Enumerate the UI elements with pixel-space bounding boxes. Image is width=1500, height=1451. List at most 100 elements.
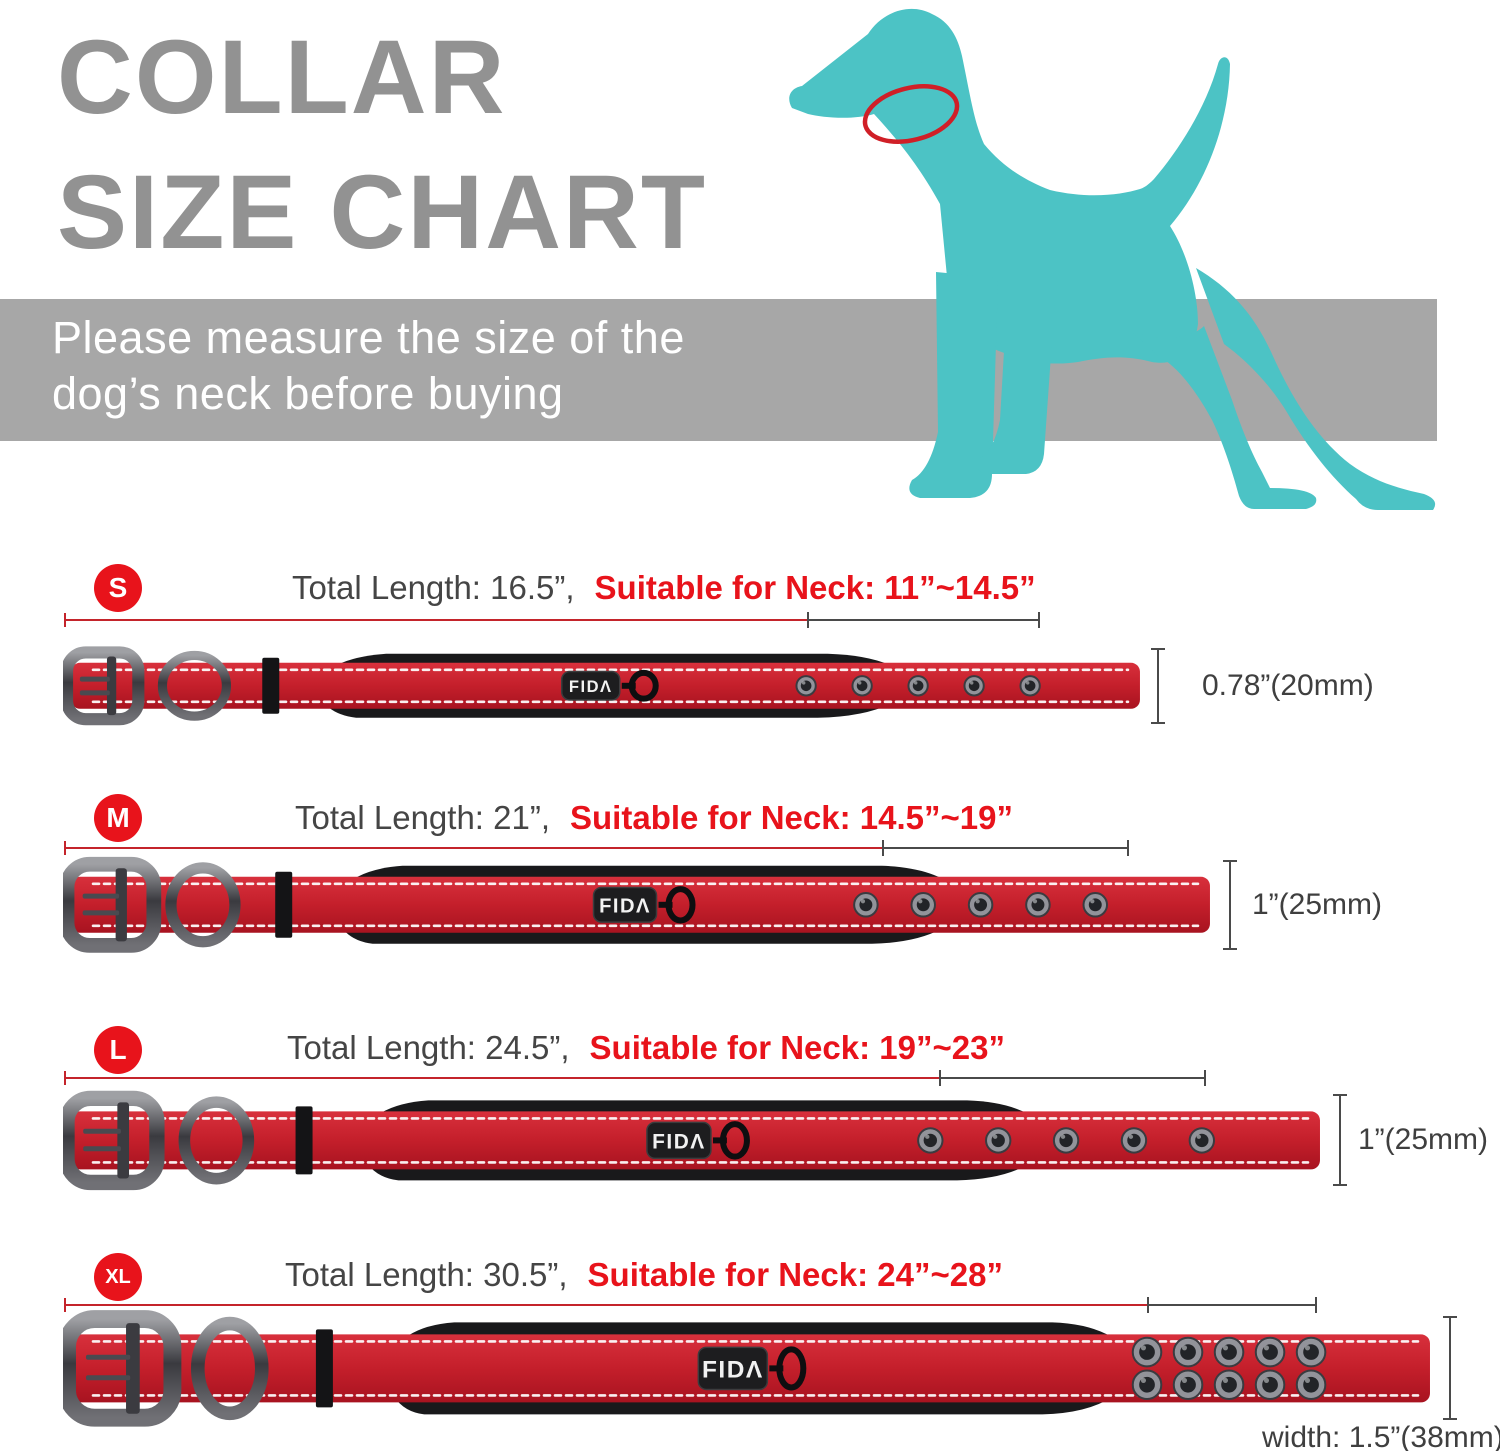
collar-eyelet-highlight [1304, 1377, 1311, 1383]
collar-eyelet-highlight [801, 681, 806, 685]
collar-eyelet-highlight [1060, 1134, 1066, 1139]
collar-eyelet-highlight [913, 681, 918, 685]
neck-range-label: Suitable for Neck: 24”~28” [587, 1256, 1003, 1293]
neck-range-label: Suitable for Neck: 19”~23” [589, 1029, 1005, 1066]
collar-buckle-bar [126, 1322, 140, 1414]
width-bracket [1333, 1094, 1347, 1186]
tag-ring-link [658, 901, 673, 908]
length-measure-line [64, 612, 1040, 628]
width-value-label: width: 1.5”(38mm) [1262, 1421, 1500, 1451]
collar-eyelet-highlight [1032, 899, 1038, 904]
collar-eyelet-highlight [1222, 1344, 1229, 1350]
collar-eyelet-highlight [1181, 1344, 1188, 1350]
fida-tag-text: FIDΛ [702, 1356, 764, 1383]
collar-buckle-bar [106, 656, 117, 716]
collar-d-ring [190, 1316, 269, 1420]
width-bracket [1443, 1316, 1457, 1420]
collar-buckle-prong-bottom [85, 1374, 131, 1380]
fida-tag-text: FIDΛ [652, 1130, 705, 1153]
dog-hind-leg-far [1196, 268, 1436, 510]
collar-eyelet-highlight [1196, 1134, 1201, 1139]
collar-eyelet-highlight [1263, 1344, 1270, 1350]
dog-silhouette [789, 8, 1436, 510]
collar-eyelet-highlight [975, 899, 980, 904]
length-measure-line [64, 840, 1129, 856]
fida-tag [646, 1121, 712, 1159]
fida-tag [560, 670, 621, 701]
dog-hind-leg-near [1132, 326, 1317, 509]
collar-d-ring [165, 862, 241, 948]
collar-photo: FIDΛ [63, 1309, 1430, 1427]
width-value-label: 0.78”(20mm) [1202, 669, 1374, 702]
fida-tag [592, 886, 658, 924]
tag-d-ring [665, 886, 696, 924]
dog-collar-outline [862, 84, 960, 144]
neck-range-label: Suitable for Neck: 14.5”~19” [570, 799, 1013, 836]
collar-eyelet-highlight [860, 899, 866, 904]
collar-eyelet-highlight [1263, 1377, 1270, 1383]
total-length-label: Total Length: 16.5”, [292, 569, 575, 606]
collar-buckle-bar [115, 868, 127, 942]
collar-eyelet-highlight [1140, 1344, 1147, 1350]
collar-buckle-bar [117, 1101, 130, 1179]
width-bracket [1223, 860, 1237, 950]
collar-eyelet-highlight [1025, 681, 1030, 685]
total-length-label: Total Length: 21”, [295, 799, 551, 836]
size-badge: XL [94, 1253, 142, 1301]
collar-eyelet-highlight [1222, 1377, 1229, 1383]
collar-keeper [262, 657, 280, 714]
measure-note-text: Please measure the size of the dog’s nec… [52, 310, 685, 422]
size-badge-letter: M [106, 802, 130, 833]
tag-d-ring [776, 1345, 807, 1391]
collar-eyelet-highlight [925, 1134, 930, 1139]
size-badge-letter: XL [105, 1265, 131, 1288]
fida-tag-text: FIDΛ [599, 896, 651, 918]
collar-photo: FIDΛ [63, 857, 1210, 953]
collar-eyelet-highlight [918, 899, 923, 904]
size-row-labels: Total Length: 21”, Suitable for Neck: 14.… [295, 799, 1013, 837]
collar-buckle-prong-bottom [79, 690, 110, 696]
collar-photo: FIDΛ [63, 1090, 1320, 1190]
size-badge: S [94, 564, 142, 612]
dog-body-shapes [789, 8, 1436, 510]
size-badge: L [94, 1026, 142, 1074]
dog-body [789, 8, 1230, 364]
collar-buckle-frame [63, 1309, 182, 1427]
collar-d-ring [157, 651, 232, 721]
collar-buckle-prong-top [82, 893, 120, 899]
measure-note-line1: Please measure the size of the [52, 312, 685, 363]
measure-note-line2: dog’s neck before buying [52, 368, 564, 419]
collar-photo: FIDΛ [63, 646, 1140, 726]
collar-buckle-prong-bottom [82, 910, 120, 916]
collar-eyelet-highlight [857, 681, 862, 685]
collar-keeper [275, 871, 293, 938]
size-badge: M [94, 794, 142, 842]
dog-front-leg-far [977, 282, 1056, 474]
total-length-label: Total Length: 24.5”, [287, 1029, 570, 1066]
page-title-line2: SIZE CHART [57, 154, 707, 271]
collar-buckle-frame [63, 1090, 165, 1190]
collar-eyelet-highlight [992, 1134, 998, 1139]
collar-buckle-prong-top [79, 676, 110, 682]
collar-buckle-frame [63, 857, 162, 953]
collar-buckle-frame [63, 646, 145, 726]
length-measure-line [64, 1297, 1317, 1313]
page-title: COLLAR SIZE CHART [57, 10, 707, 280]
collar-eyelet-highlight [1090, 899, 1095, 904]
page-title-line1: COLLAR [57, 19, 507, 136]
collar-eyelet-highlight [969, 681, 974, 685]
collar-eyelet-highlight [1181, 1377, 1188, 1383]
collar-d-ring [178, 1095, 255, 1185]
width-value-label: 1”(25mm) [1252, 888, 1383, 921]
width-value-label: 1”(25mm) [1358, 1123, 1489, 1156]
fida-tag-text: FIDΛ [569, 677, 613, 696]
size-badge-letter: L [109, 1034, 127, 1065]
width-bracket [1151, 648, 1165, 724]
collar-eyelet-highlight [1140, 1377, 1147, 1383]
tag-d-ring [719, 1120, 750, 1160]
fida-tag [697, 1346, 769, 1390]
dog-front-leg-near [909, 272, 998, 498]
dog-ear [921, 16, 965, 142]
total-length-label: Total Length: 30.5”, [285, 1256, 568, 1293]
